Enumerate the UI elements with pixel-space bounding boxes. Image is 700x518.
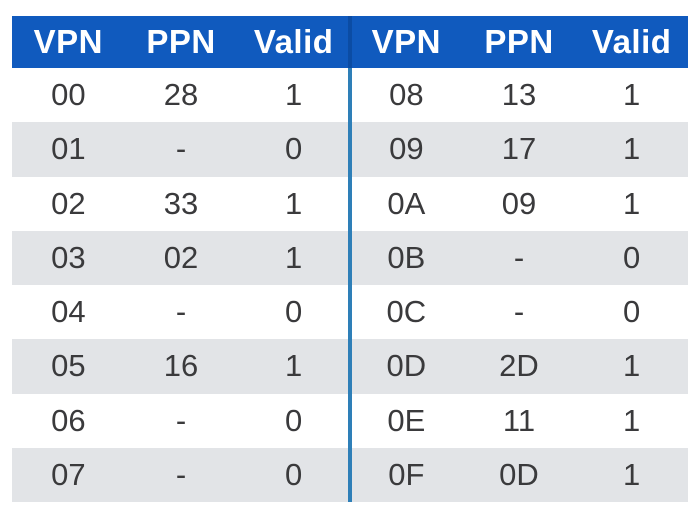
header-cell-valid: Valid: [253, 23, 334, 60]
cell-ppn: -: [175, 402, 187, 438]
cell-ppn: 13: [501, 77, 537, 113]
cell-valid: 1: [285, 348, 303, 384]
cell-valid: 0: [285, 402, 303, 438]
cell-valid: 1: [285, 77, 303, 113]
table-divider: [348, 68, 352, 502]
cell-valid: 1: [623, 185, 641, 221]
header-cell-valid: Valid: [591, 23, 672, 60]
cell-vpn: 04: [51, 294, 86, 330]
cell-vpn: 07: [51, 456, 86, 492]
cell-ppn: 2D: [499, 348, 539, 384]
cell-vpn: 0E: [387, 402, 426, 438]
header-right-half: VPN PPN Valid: [350, 16, 688, 68]
cell-ppn: 0D: [499, 456, 539, 492]
header-cell-vpn: VPN: [371, 23, 441, 60]
cell-ppn: 33: [163, 185, 199, 221]
cell-vpn: 0A: [387, 185, 426, 221]
cell-ppn: -: [175, 294, 187, 330]
table-divider-header: [348, 16, 352, 68]
cell-vpn: 00: [51, 77, 86, 113]
cell-vpn: 06: [51, 402, 86, 438]
cell-ppn: 16: [163, 348, 199, 384]
cell-valid: 1: [623, 131, 641, 167]
header-left-half: VPN PPN Valid: [12, 16, 350, 68]
cell-ppn: -: [513, 294, 525, 330]
cell-ppn: 09: [501, 185, 537, 221]
cell-vpn: 0C: [386, 294, 427, 330]
cell-ppn: -: [513, 239, 525, 275]
cell-vpn: 08: [389, 77, 424, 113]
cell-ppn: 17: [501, 131, 537, 167]
header-cell-ppn: PPN: [146, 23, 216, 60]
cell-vpn: 05: [51, 348, 86, 384]
cell-valid: 1: [623, 456, 641, 492]
cell-vpn: 02: [51, 185, 86, 221]
cell-vpn: 01: [51, 131, 86, 167]
cell-ppn: 28: [163, 77, 199, 113]
cell-ppn: -: [175, 456, 187, 492]
cell-valid: 0: [623, 294, 641, 330]
cell-vpn: 0D: [386, 348, 427, 384]
cell-vpn: 09: [389, 131, 424, 167]
cell-valid: 1: [623, 402, 641, 438]
cell-vpn: 0B: [387, 239, 426, 275]
cell-valid: 0: [285, 131, 303, 167]
header-cell-ppn: PPN: [484, 23, 554, 60]
cell-valid: 1: [285, 239, 303, 275]
cell-ppn: -: [175, 131, 187, 167]
cell-valid: 0: [285, 456, 303, 492]
cell-valid: 1: [623, 348, 641, 384]
cell-vpn: 03: [51, 239, 86, 275]
cell-ppn: 11: [502, 402, 536, 438]
cell-valid: 0: [285, 294, 303, 330]
header-cell-vpn: VPN: [33, 23, 103, 60]
cell-valid: 1: [285, 185, 303, 221]
page-table: VPN PPN Valid VPN PPN Valid 00 28 1 08 1…: [12, 16, 688, 502]
cell-ppn: 02: [163, 239, 199, 275]
cell-valid: 1: [623, 77, 641, 113]
cell-valid: 0: [623, 239, 641, 275]
cell-vpn: 0F: [388, 456, 425, 492]
